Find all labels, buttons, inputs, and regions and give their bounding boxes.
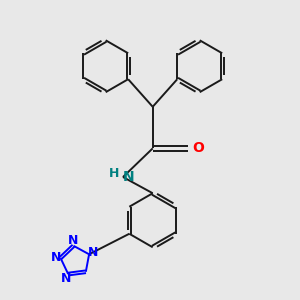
Text: N: N [123, 170, 135, 184]
Text: N: N [88, 246, 99, 259]
Text: H: H [110, 167, 120, 180]
Text: N: N [68, 235, 78, 248]
Text: N: N [51, 250, 61, 264]
Text: O: O [192, 141, 204, 155]
Text: N: N [61, 272, 71, 285]
